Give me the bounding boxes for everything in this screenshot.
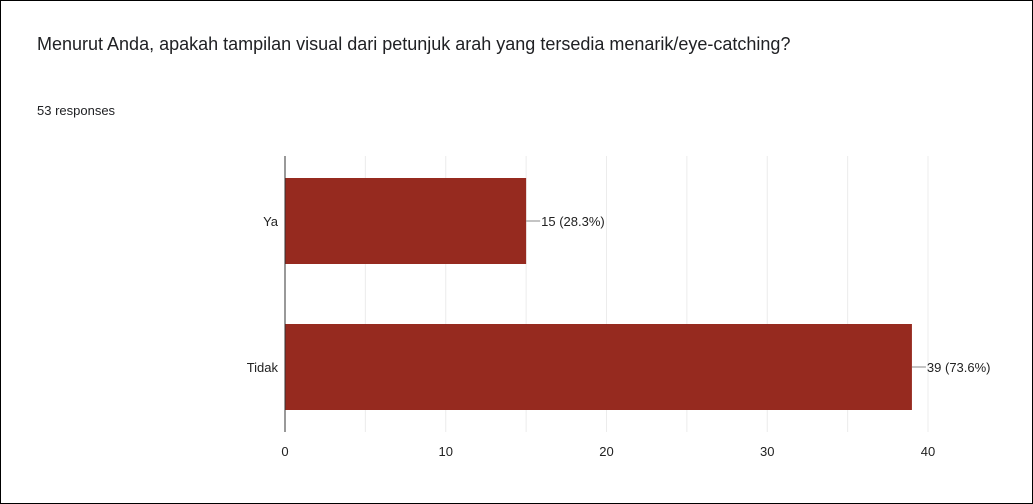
connectors bbox=[526, 220, 926, 368]
x-tick-label: 10 bbox=[439, 444, 453, 459]
response-count: 53 responses bbox=[37, 103, 116, 118]
category-label: Tidak bbox=[247, 360, 279, 375]
x-tick-label: 20 bbox=[599, 444, 613, 459]
category-labels: Ya Tidak bbox=[247, 214, 279, 375]
question-title: Menurut Anda, apakah tampilan visual dar… bbox=[37, 34, 791, 54]
x-axis-ticks: 0 10 20 30 40 bbox=[281, 444, 935, 459]
data-labels: 15 (28.3%) 39 (73.6%) bbox=[541, 214, 990, 375]
bar-tidak bbox=[285, 324, 912, 410]
bar-ya bbox=[285, 178, 527, 264]
bars bbox=[285, 178, 912, 410]
data-label: 39 (73.6%) bbox=[927, 360, 991, 375]
data-label: 15 (28.3%) bbox=[541, 214, 605, 229]
category-label: Ya bbox=[263, 214, 279, 229]
x-tick-label: 40 bbox=[921, 444, 935, 459]
x-tick-label: 30 bbox=[760, 444, 774, 459]
x-tick-label: 0 bbox=[281, 444, 288, 459]
